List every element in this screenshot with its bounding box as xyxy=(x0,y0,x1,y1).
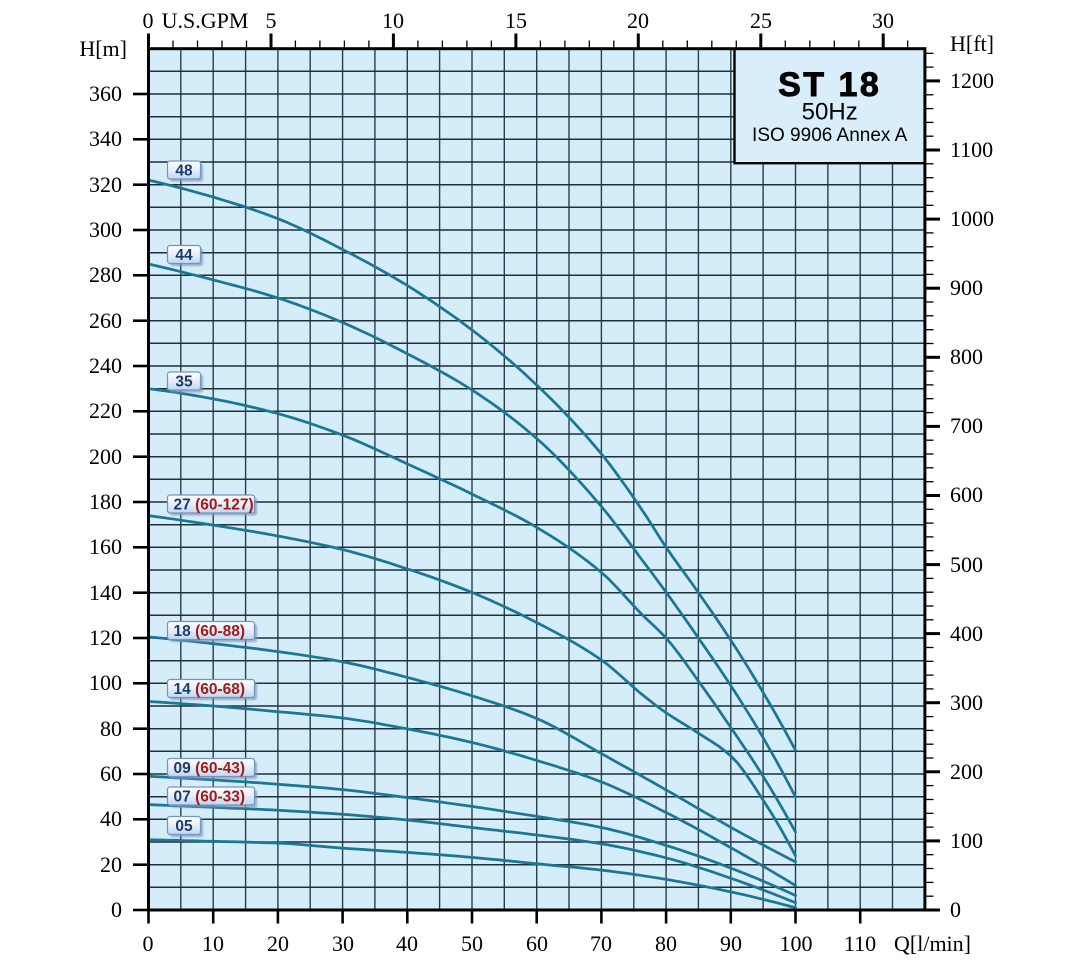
svg-text:20: 20 xyxy=(267,931,289,956)
svg-text:09 (60-43): 09 (60-43) xyxy=(174,760,246,777)
svg-text:05: 05 xyxy=(175,818,193,835)
svg-text:180: 180 xyxy=(89,489,122,514)
svg-text:40: 40 xyxy=(100,806,122,831)
svg-text:50: 50 xyxy=(461,931,483,956)
svg-text:0: 0 xyxy=(111,897,122,922)
svg-text:ST 18: ST 18 xyxy=(778,66,881,104)
svg-text:0: 0 xyxy=(950,897,961,922)
svg-text:300: 300 xyxy=(950,690,983,715)
svg-text:30: 30 xyxy=(872,8,894,33)
svg-text:110: 110 xyxy=(844,931,876,956)
svg-text:240: 240 xyxy=(89,353,122,378)
svg-text:400: 400 xyxy=(950,621,983,646)
svg-text:35: 35 xyxy=(175,374,193,391)
svg-text:800: 800 xyxy=(950,344,983,369)
svg-text:700: 700 xyxy=(950,413,983,438)
svg-text:U.S.GPM: U.S.GPM xyxy=(162,8,249,33)
svg-text:900: 900 xyxy=(950,275,983,300)
svg-text:18 (60-88): 18 (60-88) xyxy=(174,623,246,640)
svg-text:10: 10 xyxy=(382,8,404,33)
svg-text:120: 120 xyxy=(89,625,122,650)
svg-text:5: 5 xyxy=(266,8,277,33)
svg-text:27 (60-127): 27 (60-127) xyxy=(174,497,254,514)
svg-text:07 (60-33): 07 (60-33) xyxy=(174,789,246,806)
svg-text:60: 60 xyxy=(100,761,122,786)
svg-text:H[ft]: H[ft] xyxy=(950,31,994,56)
svg-text:80: 80 xyxy=(100,716,122,741)
svg-text:260: 260 xyxy=(89,308,122,333)
svg-text:10: 10 xyxy=(202,931,224,956)
svg-text:340: 340 xyxy=(89,126,122,151)
svg-text:14 (60-68): 14 (60-68) xyxy=(174,681,246,698)
svg-text:0: 0 xyxy=(143,931,154,956)
svg-text:0: 0 xyxy=(143,8,154,33)
svg-text:100: 100 xyxy=(950,828,983,853)
svg-text:40: 40 xyxy=(396,931,418,956)
svg-text:20: 20 xyxy=(100,852,122,877)
svg-text:30: 30 xyxy=(332,931,354,956)
svg-text:70: 70 xyxy=(590,931,612,956)
svg-text:500: 500 xyxy=(950,552,983,577)
svg-text:44: 44 xyxy=(175,247,193,264)
svg-text:80: 80 xyxy=(655,931,677,956)
svg-text:100: 100 xyxy=(89,670,122,695)
svg-text:200: 200 xyxy=(950,759,983,784)
svg-text:100: 100 xyxy=(780,931,813,956)
svg-text:200: 200 xyxy=(89,444,122,469)
svg-text:140: 140 xyxy=(89,580,122,605)
svg-text:1000: 1000 xyxy=(950,206,994,231)
svg-text:1100: 1100 xyxy=(950,137,993,162)
svg-text:600: 600 xyxy=(950,482,983,507)
svg-text:48: 48 xyxy=(175,163,193,180)
svg-text:50Hz: 50Hz xyxy=(802,99,858,126)
svg-text:220: 220 xyxy=(89,398,122,423)
svg-text:90: 90 xyxy=(720,931,742,956)
svg-text:Q[l/min]: Q[l/min] xyxy=(894,931,971,956)
svg-text:1200: 1200 xyxy=(950,68,994,93)
svg-text:300: 300 xyxy=(89,217,122,242)
svg-text:280: 280 xyxy=(89,262,122,287)
svg-text:60: 60 xyxy=(526,931,548,956)
svg-text:H[m]: H[m] xyxy=(79,36,127,61)
svg-text:160: 160 xyxy=(89,534,122,559)
svg-text:25: 25 xyxy=(750,8,772,33)
svg-text:20: 20 xyxy=(627,8,649,33)
svg-text:15: 15 xyxy=(505,8,527,33)
svg-text:320: 320 xyxy=(89,172,122,197)
svg-text:360: 360 xyxy=(89,81,122,106)
svg-text:ISO 9906 Annex A: ISO 9906 Annex A xyxy=(752,125,908,146)
